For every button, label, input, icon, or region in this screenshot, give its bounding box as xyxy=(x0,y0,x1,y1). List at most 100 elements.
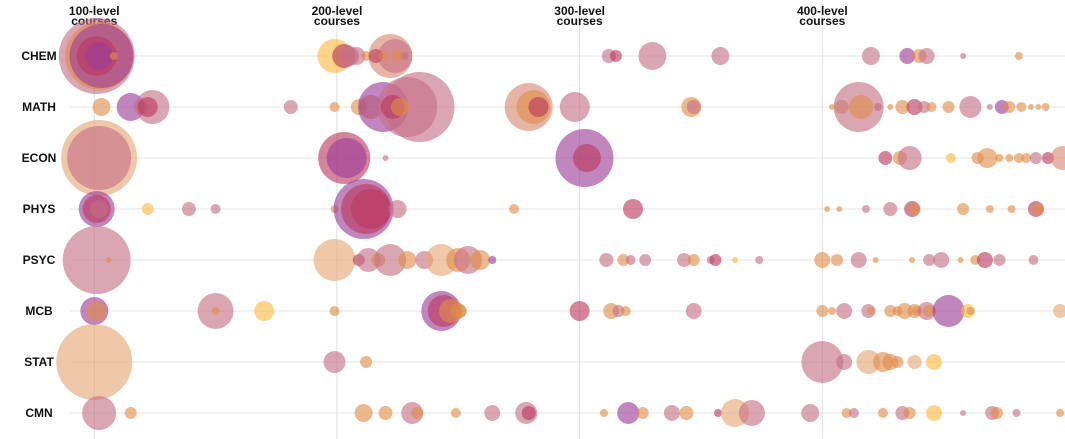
bubble-psyc-487[interactable] xyxy=(1028,255,1039,265)
bubble-chem-315[interactable] xyxy=(610,50,622,62)
bubble-cmn-371[interactable] xyxy=(738,400,765,426)
bubble-chem-228[interactable] xyxy=(400,52,409,60)
bubble-mcb-251[interactable] xyxy=(454,305,467,317)
bubble-math-433[interactable] xyxy=(895,100,910,114)
bubble-psyc-199[interactable] xyxy=(313,239,356,281)
bubble-math-416[interactable] xyxy=(849,95,874,119)
bubble-math-122[interactable] xyxy=(137,97,158,117)
bubble-chem-219[interactable] xyxy=(378,51,389,61)
bubble-math-438[interactable] xyxy=(906,99,923,115)
bubble-psyc-364[interactable] xyxy=(732,257,738,263)
bubble-psyc-101[interactable] xyxy=(62,226,131,294)
bubble-cmn-472[interactable] xyxy=(991,407,1003,419)
bubble-math-452[interactable] xyxy=(942,101,955,113)
bubble-cmn-425[interactable] xyxy=(878,408,888,418)
bubble-phys-102[interactable] xyxy=(90,200,109,218)
bubble-phys-214[interactable] xyxy=(350,189,391,229)
bubble-math-199[interactable] xyxy=(329,102,340,112)
bubble-mcb-444[interactable] xyxy=(923,305,936,317)
bubble-cmn-498[interactable] xyxy=(1056,409,1065,417)
bubble-cmn-395[interactable] xyxy=(801,404,820,422)
bubble-psyc-229[interactable] xyxy=(398,251,417,269)
bubble-chem-102[interactable] xyxy=(85,42,114,70)
bubble-phys-438[interactable] xyxy=(908,203,921,215)
bubble-mcb-347[interactable] xyxy=(685,303,702,319)
bubble-math-492[interactable] xyxy=(1041,103,1050,111)
bubble-phys-139[interactable] xyxy=(181,202,196,216)
bubble-psyc-347[interactable] xyxy=(687,254,700,266)
bubble-psyc-213[interactable] xyxy=(356,248,381,272)
bubble-mcb-428[interactable] xyxy=(884,305,897,317)
bubble-mcb-319[interactable] xyxy=(620,306,631,316)
bubble-phys-407[interactable] xyxy=(836,206,843,212)
bubble-phys-489[interactable] xyxy=(1032,203,1045,215)
bubble-econ-473[interactable] xyxy=(995,154,1004,162)
bubble-psyc-264[interactable] xyxy=(488,256,497,264)
bubble-chem-330[interactable] xyxy=(638,42,667,70)
bubble-econ-436[interactable] xyxy=(897,146,922,170)
bubble-psyc-311[interactable] xyxy=(599,253,614,267)
bubble-chem-216[interactable] xyxy=(368,49,383,63)
bubble-psyc-437[interactable] xyxy=(909,257,916,263)
bubble-mcb-420[interactable] xyxy=(866,307,875,315)
bubble-phys-469[interactable] xyxy=(985,205,994,213)
bubble-econ-481[interactable] xyxy=(1013,153,1024,163)
bubble-econ-426[interactable] xyxy=(878,151,893,165)
bubble-chem-458[interactable] xyxy=(960,53,967,59)
bubble-math-347[interactable] xyxy=(686,100,701,114)
bubble-psyc-449[interactable] xyxy=(933,252,950,268)
bubble-mcb-409[interactable] xyxy=(836,303,853,319)
bubble-math-477[interactable] xyxy=(1003,101,1016,113)
bubble-math-482[interactable] xyxy=(1016,102,1027,112)
bubble-econ-102[interactable] xyxy=(67,126,132,190)
bubble-math-298[interactable] xyxy=(559,92,590,122)
bubble-stat-446[interactable] xyxy=(926,354,942,370)
bubble-econ-303[interactable] xyxy=(572,144,601,172)
bubble-psyc-321[interactable] xyxy=(625,255,636,265)
bubble-chem-108[interactable] xyxy=(109,52,118,60)
bubble-phys-322[interactable] xyxy=(623,199,643,219)
bubble-cmn-413[interactable] xyxy=(848,408,859,418)
bubble-cmn-436[interactable] xyxy=(903,407,916,419)
bubble-psyc-222[interactable] xyxy=(374,244,407,276)
bubble-stat-419[interactable] xyxy=(856,350,881,374)
bubble-math-423[interactable] xyxy=(874,103,883,111)
bubble-mcb-498[interactable] xyxy=(1053,304,1065,318)
bubble-psyc-444[interactable] xyxy=(923,254,936,266)
bubble-math-103[interactable] xyxy=(92,98,111,116)
bubble-cmn-458[interactable] xyxy=(960,410,967,416)
bubble-econ-220[interactable] xyxy=(382,155,389,161)
bubble-psyc-343[interactable] xyxy=(677,253,691,267)
bubble-psyc-467[interactable] xyxy=(976,252,993,268)
bubble-econ-499[interactable] xyxy=(1050,146,1065,170)
bubble-psyc-473[interactable] xyxy=(993,254,1006,266)
bubble-econ-453[interactable] xyxy=(945,153,956,163)
bubble-phys-273[interactable] xyxy=(509,204,520,214)
bubble-math-404[interactable] xyxy=(829,104,835,110)
bubble-econ-204[interactable] xyxy=(326,138,367,178)
bubble-econ-488[interactable] xyxy=(1029,152,1042,164)
bubble-stat-212[interactable] xyxy=(360,356,373,368)
bubble-cmn-326[interactable] xyxy=(636,407,649,419)
bubble-chem-358[interactable] xyxy=(711,47,730,65)
bubble-stat-431[interactable] xyxy=(891,356,904,368)
bubble-chem-443[interactable] xyxy=(918,48,935,64)
bubble-chem-420[interactable] xyxy=(861,47,880,65)
bubble-mcb-150[interactable] xyxy=(211,307,220,315)
bubble-psyc-406[interactable] xyxy=(830,254,843,266)
bubble-math-234[interactable] xyxy=(384,72,455,142)
bubble-math-226[interactable] xyxy=(391,98,409,116)
bubble-phys-402[interactable] xyxy=(824,206,831,212)
bubble-cmn-320[interactable] xyxy=(617,402,640,424)
bubble-phys-122[interactable] xyxy=(141,203,154,215)
bubble-psyc-422[interactable] xyxy=(872,257,879,263)
bubble-psyc-106[interactable] xyxy=(105,257,112,263)
bubble-math-445[interactable] xyxy=(926,102,937,112)
bubble-phys-458[interactable] xyxy=(957,203,970,215)
bubble-cmn-310[interactable] xyxy=(599,409,608,417)
bubble-stat-438[interactable] xyxy=(907,355,922,369)
bubble-psyc-318[interactable] xyxy=(617,254,630,266)
bubble-cmn-211[interactable] xyxy=(354,404,373,422)
bubble-cmn-220[interactable] xyxy=(378,406,393,420)
bubble-stat-199[interactable] xyxy=(323,351,346,373)
